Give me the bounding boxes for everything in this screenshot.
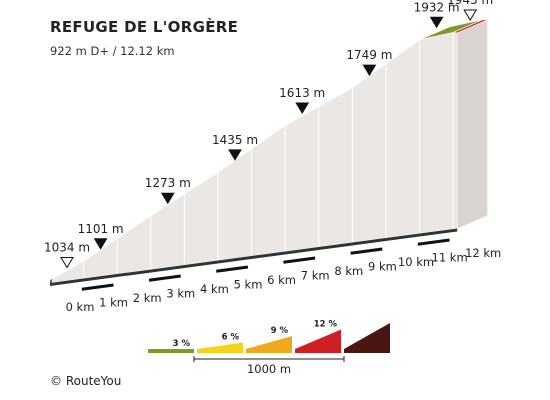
chart-subtitle: 922 m D+ / 12.12 km <box>50 44 175 58</box>
filled-triangle-marker <box>160 192 175 205</box>
legend-swatch <box>197 342 243 353</box>
x-tick-label: 4 km <box>200 282 229 296</box>
km-tick-bar <box>216 265 249 273</box>
x-tick-label: 12 km <box>465 246 501 260</box>
copyright-icon: © <box>50 374 62 388</box>
elevation-label: 1435 m <box>212 133 258 147</box>
x-tick-label: 0 km <box>66 300 95 314</box>
km-tick-bar <box>283 256 316 264</box>
km-tick-bar <box>81 283 114 291</box>
profile-group: 0 km 1 km 2 km 3 km 4 km 5 km 6 km 7 km 8 km 9 km… <box>44 0 501 314</box>
legend-label: 9 % <box>271 326 289 336</box>
elevation-label: 1034 m <box>44 241 90 255</box>
km-tick-bar <box>148 274 181 282</box>
filled-triangle-marker <box>228 149 242 161</box>
profile-end-wall <box>457 20 488 229</box>
elevation-label: 1932 m <box>414 0 460 14</box>
filled-triangle-marker <box>429 16 444 29</box>
legend-label: 6 % <box>222 333 240 343</box>
x-tick-label: 3 km <box>166 287 195 301</box>
x-tick-label: 9 km <box>368 260 397 274</box>
x-tick-label: 6 km <box>267 273 296 287</box>
x-tick-label: 2 km <box>133 291 162 305</box>
x-tick-label: 5 km <box>234 278 263 292</box>
gradient-legend: 3 % 6 % 9 % 12 % 1000 m <box>148 320 390 376</box>
km-tick-bar <box>417 238 450 246</box>
copyright-notice: © RouteYou <box>50 374 121 388</box>
x-tick-label: 10 km <box>398 255 434 269</box>
open-triangle-marker <box>463 9 478 21</box>
legend-swatch <box>148 349 194 353</box>
elevation-label: 1613 m <box>279 86 325 100</box>
filled-triangle-marker <box>295 102 310 114</box>
legend-label: 12 % <box>314 320 338 330</box>
x-tick-label: 8 km <box>334 264 363 278</box>
legend-swatch <box>246 336 292 353</box>
elevation-label: 1749 m <box>346 48 392 62</box>
x-tick-label: 1 km <box>99 296 128 310</box>
profile-front-face <box>49 32 458 284</box>
legend-label: 3 % <box>173 339 191 349</box>
filled-triangle-marker <box>93 238 108 250</box>
elevation-label: 1945 m <box>447 0 493 7</box>
profile-left-cap <box>50 279 52 283</box>
elevation-label: 1273 m <box>145 176 191 190</box>
legend-swatch <box>344 323 390 353</box>
x-tick-label: 7 km <box>301 269 330 283</box>
filled-triangle-marker <box>362 64 377 77</box>
copyright-text: RouteYou <box>65 374 122 388</box>
legend-scale-label: 1000 m <box>247 362 291 376</box>
x-tick-label: 11 km <box>432 251 468 265</box>
open-triangle-marker <box>60 257 74 269</box>
elevation-label: 1101 m <box>78 222 124 236</box>
profile-base <box>50 228 458 286</box>
legend-swatch <box>295 329 341 353</box>
km-tick-bar <box>350 247 383 255</box>
chart-title: REFUGE DE L'ORGÈRE <box>50 18 239 36</box>
